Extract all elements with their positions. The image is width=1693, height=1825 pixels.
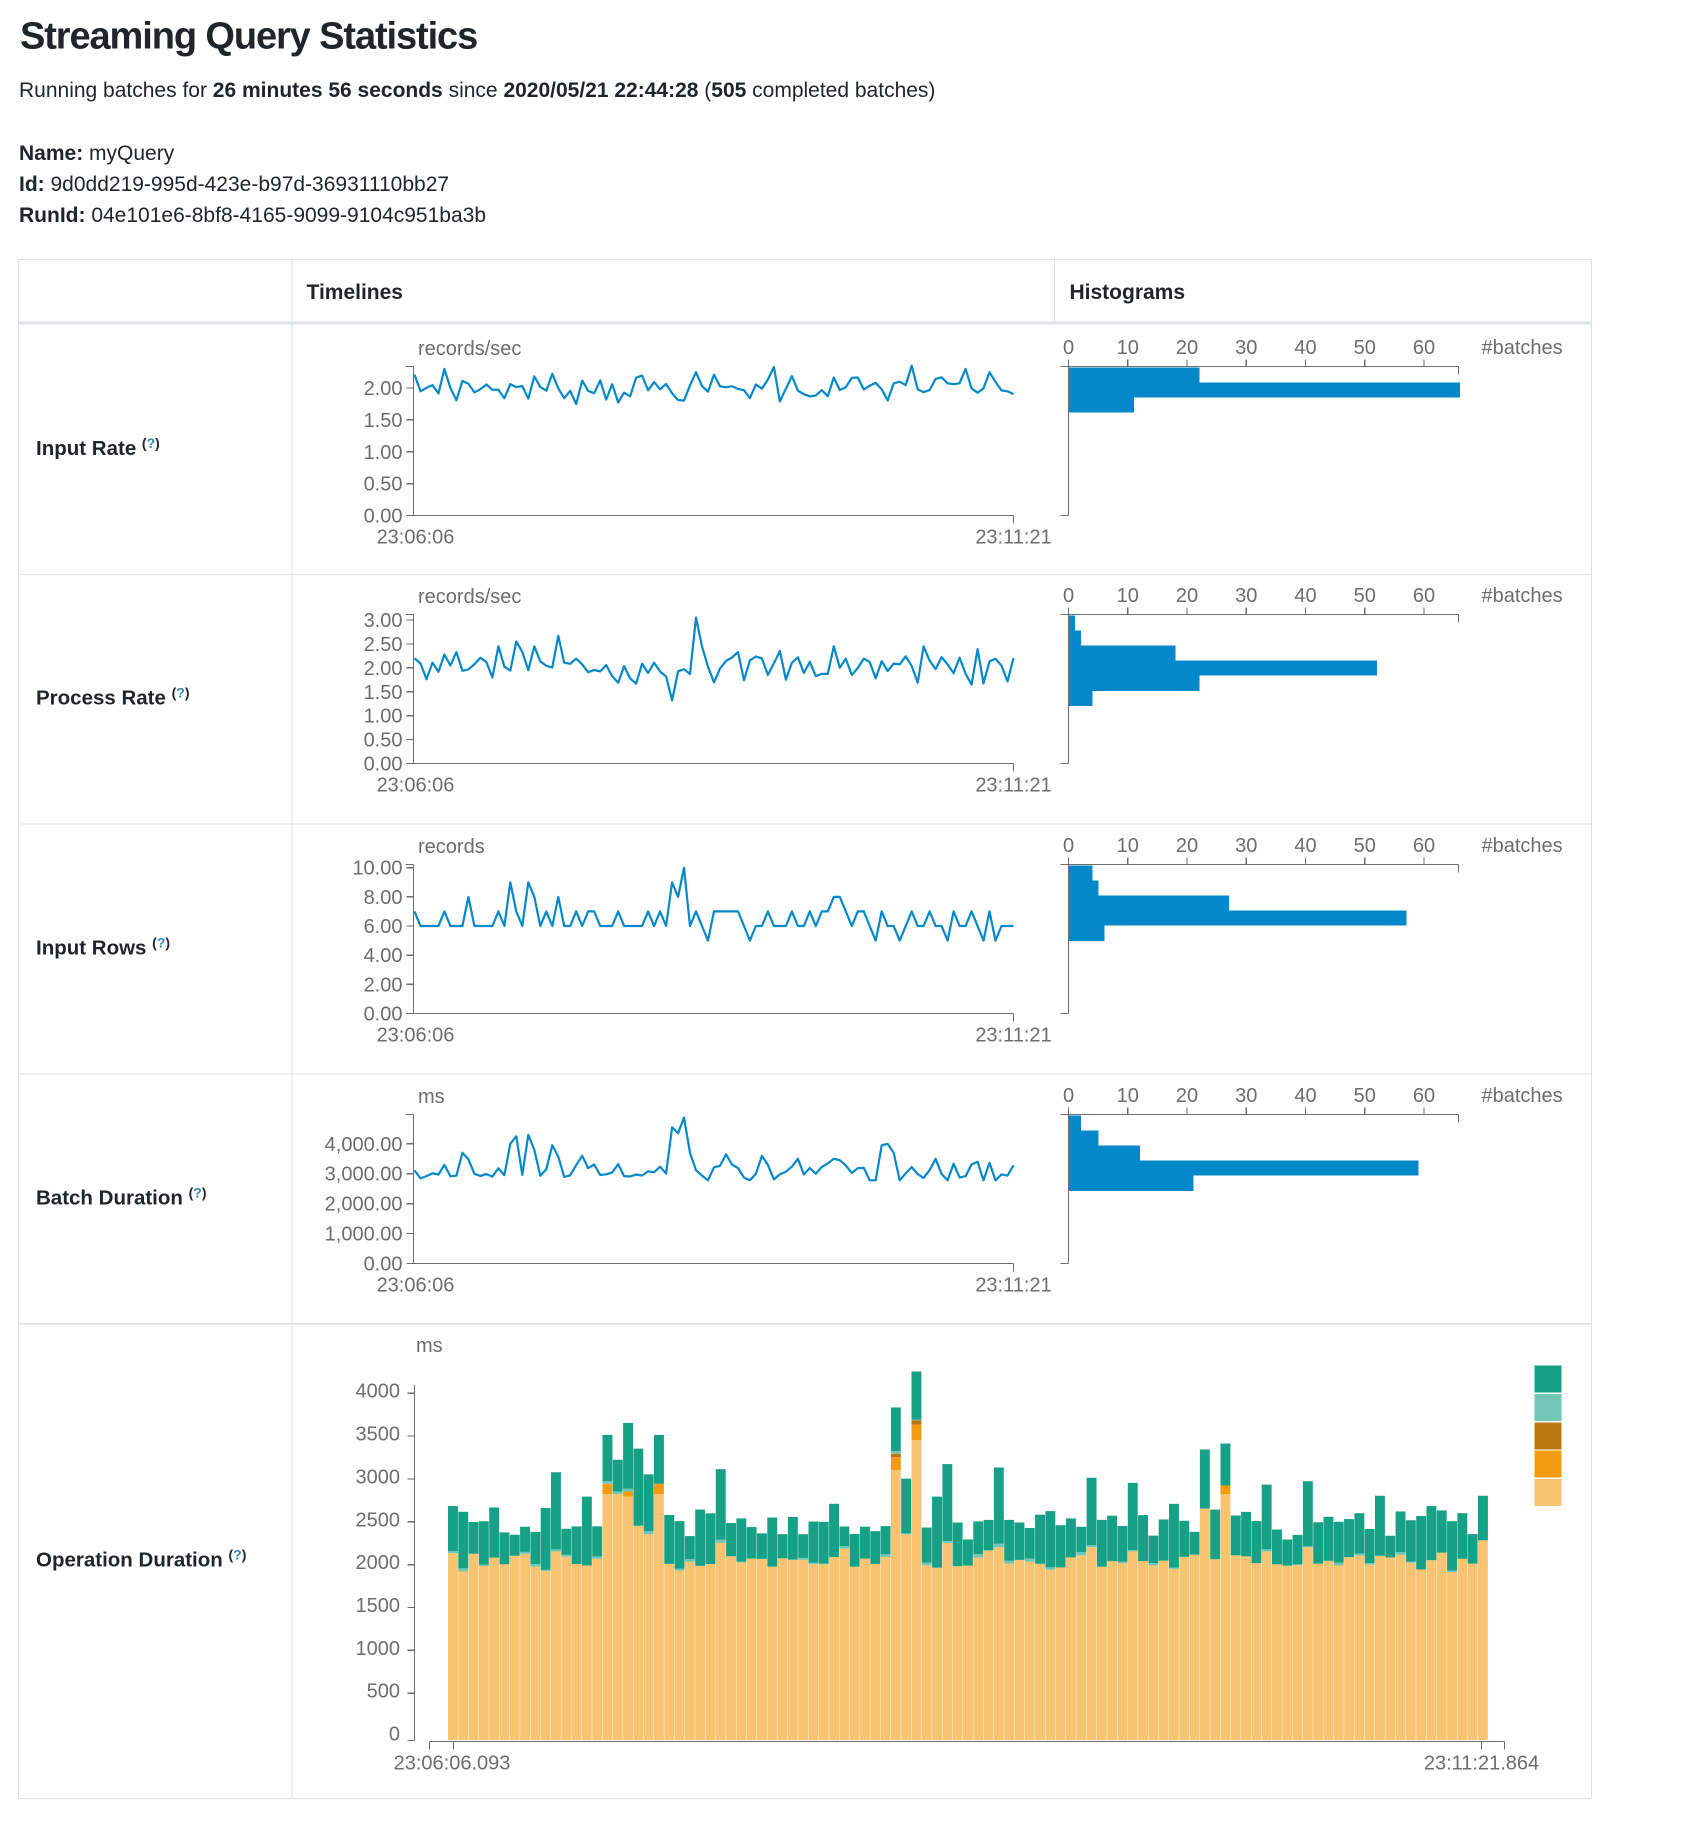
svg-text:#batches: #batches [1482, 835, 1563, 857]
svg-text:30: 30 [1235, 835, 1257, 857]
svg-text:500: 500 [367, 1681, 400, 1703]
svg-text:#batches: #batches [1482, 1085, 1563, 1107]
svg-text:10: 10 [1117, 835, 1139, 857]
svg-text:30: 30 [1235, 585, 1257, 607]
svg-text:Operation Duration (?): Operation Duration (?) [36, 1547, 246, 1572]
svg-text:50: 50 [1354, 585, 1376, 607]
svg-text:#batches: #batches [1482, 337, 1563, 359]
svg-text:23:06:06: 23:06:06 [377, 1025, 455, 1047]
svg-text:Timelines: Timelines [307, 281, 404, 304]
svg-text:0: 0 [1063, 835, 1074, 857]
svg-text:Streaming Query Statistics: Streaming Query Statistics [20, 16, 477, 58]
svg-text:ms: ms [416, 1335, 443, 1357]
svg-text:Input Rows (?): Input Rows (?) [36, 935, 170, 960]
svg-text:3000: 3000 [356, 1466, 401, 1488]
svg-text:8.00: 8.00 [364, 887, 403, 909]
svg-text:0: 0 [389, 1724, 400, 1746]
svg-text:records/sec: records/sec [418, 586, 521, 608]
svg-text:10.00: 10.00 [352, 858, 402, 880]
svg-text:0: 0 [1063, 585, 1074, 607]
svg-text:20: 20 [1176, 1085, 1198, 1107]
svg-text:Running batches for 26 minutes: Running batches for 26 minutes 56 second… [19, 79, 935, 102]
svg-text:2.00: 2.00 [364, 974, 403, 996]
svg-text:40: 40 [1294, 835, 1316, 857]
svg-text:#batches: #batches [1482, 585, 1563, 607]
svg-text:1500: 1500 [356, 1595, 401, 1617]
svg-text:30: 30 [1235, 337, 1257, 359]
svg-text:2000: 2000 [356, 1552, 401, 1574]
svg-text:23:06:06.093: 23:06:06.093 [394, 1753, 511, 1775]
svg-text:0.00: 0.00 [364, 506, 403, 528]
svg-text:ms: ms [418, 1086, 445, 1108]
svg-text:23:06:06: 23:06:06 [377, 775, 455, 797]
svg-text:10: 10 [1117, 585, 1139, 607]
svg-text:23:11:21: 23:11:21 [975, 775, 1051, 797]
svg-text:4,000.00: 4,000.00 [325, 1134, 403, 1156]
svg-text:Id: 9d0dd219-995d-423e-b97d-36: Id: 9d0dd219-995d-423e-b97d-36931110bb27 [19, 173, 449, 196]
svg-text:3,000.00: 3,000.00 [325, 1164, 403, 1186]
svg-text:0.50: 0.50 [364, 474, 403, 496]
svg-text:23:11:21.864: 23:11:21.864 [1424, 1753, 1539, 1775]
svg-text:2.00: 2.00 [364, 378, 403, 400]
svg-text:0.00: 0.00 [364, 1004, 403, 1026]
svg-text:1000: 1000 [356, 1638, 401, 1660]
svg-text:0: 0 [1063, 1085, 1074, 1107]
svg-text:60: 60 [1413, 835, 1435, 857]
svg-text:23:11:21: 23:11:21 [975, 1025, 1051, 1047]
svg-text:1.50: 1.50 [364, 682, 403, 704]
svg-text:20: 20 [1176, 585, 1198, 607]
svg-text:6.00: 6.00 [364, 916, 403, 938]
svg-text:0.50: 0.50 [364, 730, 403, 752]
svg-text:records/sec: records/sec [418, 338, 521, 360]
svg-text:1,000.00: 1,000.00 [325, 1224, 403, 1246]
svg-text:1.00: 1.00 [364, 442, 403, 464]
svg-text:40: 40 [1294, 1085, 1316, 1107]
svg-text:records: records [418, 836, 485, 858]
svg-text:50: 50 [1354, 337, 1376, 359]
svg-text:Batch Duration (?): Batch Duration (?) [36, 1185, 207, 1210]
svg-text:23:06:06: 23:06:06 [377, 527, 455, 549]
svg-text:2,000.00: 2,000.00 [325, 1194, 403, 1216]
svg-text:60: 60 [1413, 585, 1435, 607]
svg-text:10: 10 [1117, 337, 1139, 359]
svg-text:2.50: 2.50 [364, 634, 403, 656]
svg-text:4000: 4000 [356, 1381, 401, 1403]
svg-text:3500: 3500 [356, 1424, 401, 1446]
svg-text:1.00: 1.00 [364, 706, 403, 728]
svg-text:20: 20 [1176, 835, 1198, 857]
svg-text:Input Rate (?): Input Rate (?) [36, 435, 160, 460]
svg-text:60: 60 [1413, 337, 1435, 359]
svg-text:RunId: 04e101e6-8bf8-4165-9099: RunId: 04e101e6-8bf8-4165-9099-9104c951b… [19, 204, 486, 227]
svg-text:23:11:21: 23:11:21 [975, 527, 1051, 549]
svg-text:2500: 2500 [356, 1509, 401, 1531]
svg-text:30: 30 [1235, 1085, 1257, 1107]
svg-text:2.00: 2.00 [364, 658, 403, 680]
svg-text:0.00: 0.00 [364, 1254, 403, 1276]
svg-text:50: 50 [1354, 835, 1376, 857]
svg-text:40: 40 [1294, 585, 1316, 607]
svg-text:60: 60 [1413, 1085, 1435, 1107]
svg-text:20: 20 [1176, 337, 1198, 359]
svg-text:Process Rate (?): Process Rate (?) [36, 685, 190, 710]
svg-text:23:06:06: 23:06:06 [377, 1275, 455, 1297]
svg-text:Histograms: Histograms [1070, 281, 1186, 304]
svg-text:4.00: 4.00 [364, 945, 403, 967]
svg-text:50: 50 [1354, 1085, 1376, 1107]
svg-text:1.50: 1.50 [364, 410, 403, 432]
svg-text:Name: myQuery: Name: myQuery [19, 142, 175, 165]
svg-text:3.00: 3.00 [364, 610, 403, 632]
svg-text:23:11:21: 23:11:21 [975, 1275, 1051, 1297]
svg-text:0.00: 0.00 [364, 754, 403, 776]
svg-text:10: 10 [1117, 1085, 1139, 1107]
svg-text:40: 40 [1294, 337, 1316, 359]
svg-text:0: 0 [1063, 337, 1074, 359]
